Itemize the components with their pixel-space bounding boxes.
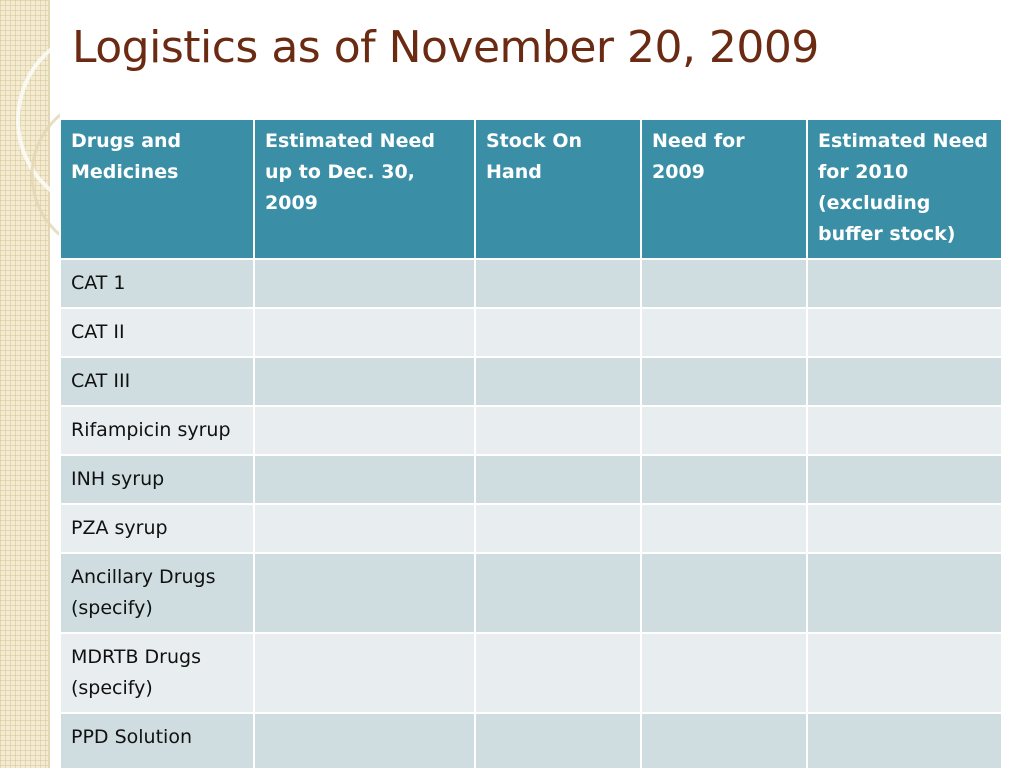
column-header-drugs: Drugs and Medicines: [59, 118, 255, 260]
table-cell: [640, 405, 808, 456]
table-row: CAT II: [59, 307, 1003, 358]
table-row: CAT III: [59, 356, 1003, 407]
table-cell: [806, 258, 1003, 309]
table-cell: [253, 454, 476, 505]
table-cell: [474, 405, 642, 456]
table-cell: [474, 503, 642, 554]
drug-name-cell: INH syrup: [59, 454, 255, 505]
table-cell: [806, 712, 1003, 768]
table-row: PPD Solution: [59, 712, 1003, 768]
table-cell: [640, 356, 808, 407]
logistics-table: Drugs and Medicines Estimated Need up to…: [59, 118, 1003, 768]
table-cell: [253, 405, 476, 456]
drug-name-cell: Ancillary Drugs (specify): [59, 552, 255, 634]
table-cell: [806, 632, 1003, 714]
table-row: MDRTB Drugs (specify): [59, 632, 1003, 714]
table-cell: [806, 356, 1003, 407]
table-cell: [640, 503, 808, 554]
column-header-estimated-need-dec: Estimated Need up to Dec. 30, 2009: [253, 118, 476, 260]
table-cell: [474, 552, 642, 634]
table-row: Rifampicin syrup: [59, 405, 1003, 456]
column-header-estimated-need-2010: Estimated Need for 2010 (excluding buffe…: [806, 118, 1003, 260]
table-cell: [474, 712, 642, 768]
table-cell: [474, 307, 642, 358]
table-cell: [253, 356, 476, 407]
drug-name-cell: PPD Solution: [59, 712, 255, 768]
drug-name-cell: Rifampicin syrup: [59, 405, 255, 456]
decorative-side-band: [0, 0, 50, 768]
drug-name-cell: CAT II: [59, 307, 255, 358]
table-cell: [474, 258, 642, 309]
table-header-row: Drugs and Medicines Estimated Need up to…: [59, 118, 1003, 260]
table-row: CAT 1: [59, 258, 1003, 309]
table-cell: [640, 632, 808, 714]
table-cell: [806, 307, 1003, 358]
table-cell: [640, 454, 808, 505]
table-cell: [806, 552, 1003, 634]
table-cell: [640, 307, 808, 358]
table-cell: [253, 503, 476, 554]
table-cell: [253, 307, 476, 358]
slide-title: Logistics as of November 20, 2009: [72, 22, 819, 73]
table-cell: [474, 356, 642, 407]
table-cell: [806, 503, 1003, 554]
table-row: Ancillary Drugs (specify): [59, 552, 1003, 634]
table-cell: [253, 712, 476, 768]
table-cell: [806, 454, 1003, 505]
column-header-stock-on-hand: Stock On Hand: [474, 118, 642, 260]
column-header-need-2009: Need for 2009: [640, 118, 808, 260]
drug-name-cell: CAT III: [59, 356, 255, 407]
table-row: INH syrup: [59, 454, 1003, 505]
table-row: PZA syrup: [59, 503, 1003, 554]
table-cell: [474, 632, 642, 714]
table-cell: [253, 258, 476, 309]
table-cell: [253, 552, 476, 634]
drug-name-cell: CAT 1: [59, 258, 255, 309]
drug-name-cell: MDRTB Drugs (specify): [59, 632, 255, 714]
table-cell: [640, 258, 808, 309]
table-cell: [640, 712, 808, 768]
decorative-rings: [16, 40, 60, 237]
drug-name-cell: PZA syrup: [59, 503, 255, 554]
table-cell: [640, 552, 808, 634]
table-cell: [253, 632, 476, 714]
table-cell: [474, 454, 642, 505]
table-cell: [806, 405, 1003, 456]
